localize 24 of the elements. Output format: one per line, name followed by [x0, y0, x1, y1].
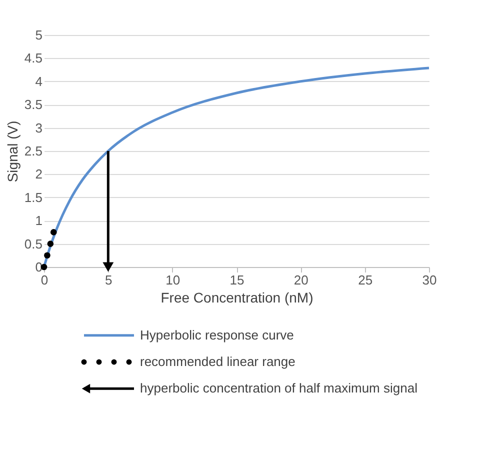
x-tick-label: 25	[358, 272, 373, 288]
y-tick-label: 0.5	[24, 236, 42, 252]
legend-label: hyperbolic concentration of half maximum signal	[140, 380, 418, 396]
x-tick-label: 5	[105, 272, 112, 288]
y-tick-label: 4.5	[24, 50, 42, 66]
y-tick-label: 4	[35, 74, 42, 89]
x-tick-label: 30	[422, 272, 437, 288]
y-axis-title: Signal (V)	[4, 120, 20, 182]
y-tick-label: 1.5	[24, 190, 42, 205]
legend-label: Hyperbolic response curve	[140, 327, 294, 342]
point	[44, 252, 50, 259]
point	[47, 240, 54, 247]
y-tick-label: 1	[35, 213, 42, 228]
y-tick-label: 3.5	[24, 97, 42, 112]
x-axis-title: Free Concentration (nM)	[160, 290, 314, 306]
y-tick-label: 3	[35, 120, 42, 136]
y-tick-label: 5	[35, 28, 42, 42]
y-tick-label: 2.5	[24, 144, 42, 158]
x-tick-label: 20	[294, 272, 308, 288]
legend-label: recommended linear range	[140, 354, 296, 369]
x-tick-label: 15	[230, 272, 244, 288]
y-tick-label: 2	[35, 166, 42, 182]
point	[50, 229, 57, 236]
x-tick-label: 10	[166, 272, 180, 288]
